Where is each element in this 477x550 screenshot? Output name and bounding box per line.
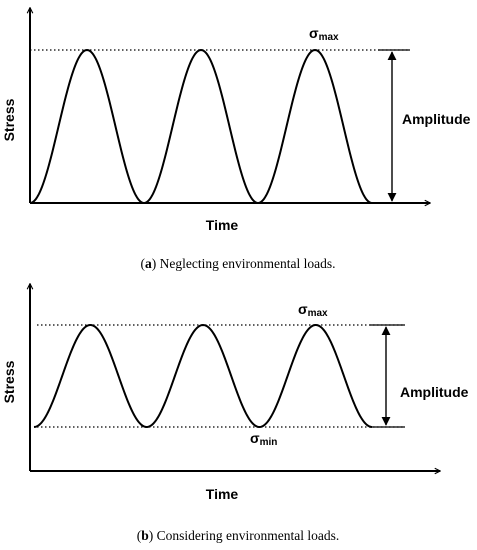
amplitude-label: Amplitude: [402, 111, 471, 127]
x-axis-label: Time: [206, 217, 239, 233]
y-axis-label: Stress: [1, 98, 17, 141]
sigma-max-label: σmax: [298, 301, 328, 319]
sigma-max-label: σmax: [309, 25, 339, 43]
panel-a: Stress Time σmax Amplitude (a) Neglectin…: [1, 8, 471, 271]
stress-wave: [29, 48, 373, 205]
amplitude-label: Amplitude: [400, 384, 469, 400]
panel-b: Stress Time σmax σmin Amplitude (b) Cons…: [1, 284, 469, 543]
sigma-min-label: σmin: [250, 430, 277, 448]
caption-a: (a) Neglecting environmental loads.: [141, 256, 336, 271]
stress-wave: [33, 323, 373, 428]
caption-b: (b) Considering environmental loads.: [137, 528, 339, 543]
y-axis-label: Stress: [1, 360, 17, 403]
x-axis-label: Time: [206, 486, 239, 502]
